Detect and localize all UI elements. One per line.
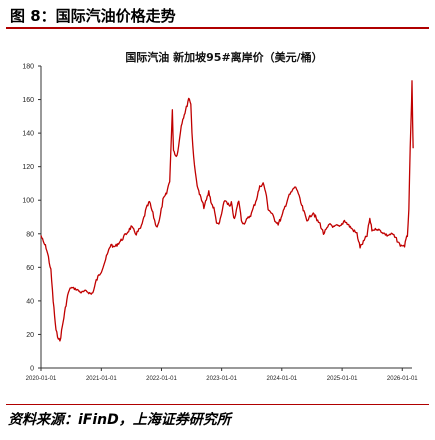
x-tick-label: 2020-01-01 [26,376,57,382]
axes [40,66,412,369]
x-tick-label: 2023-01-01 [206,376,237,382]
y-tick-label: 140 [22,131,34,138]
y-tick-label: 0 [30,366,34,373]
chart-title: 国际汽油 新加坡95#离岸价（美元/桶） [125,50,322,64]
x-tick-label: 2024-01-01 [266,376,297,382]
figure-label: 图 8：国际汽油价格走势 [10,7,176,25]
x-tick-label: 2026-01-01 [387,376,418,382]
y-tick-label: 180 [22,64,34,71]
x-tick-label: 2021-01-01 [86,376,117,382]
y-tick-label: 40 [26,298,34,305]
y-tick-label: 60 [26,265,34,272]
y-tick-label: 20 [26,332,34,339]
x-axis-ticks: 2020-01-01 2021-01-01 2022-01-01 2023-01-01… [26,368,418,382]
plot-area [40,80,414,342]
bottom-rule [6,404,429,405]
line-chart: 国际汽油 新加坡95#离岸价（美元/桶） 0 20 40 60 80 100 120 140 1… [22,50,418,382]
top-rule [6,27,429,29]
source-line: 资料来源：iFinD，上海证券研究所 [8,412,231,428]
x-tick-label: 2022-01-01 [146,376,177,382]
y-tick-label: 80 [26,231,34,238]
y-tick-label: 160 [22,97,34,104]
y-axis-ticks: 0 20 40 60 80 100 120 140 160 180 [22,64,41,373]
y-tick-label: 100 [22,198,34,205]
series-line [40,80,414,342]
y-tick-label: 120 [22,164,34,171]
x-tick-label: 2025-01-01 [327,376,358,382]
